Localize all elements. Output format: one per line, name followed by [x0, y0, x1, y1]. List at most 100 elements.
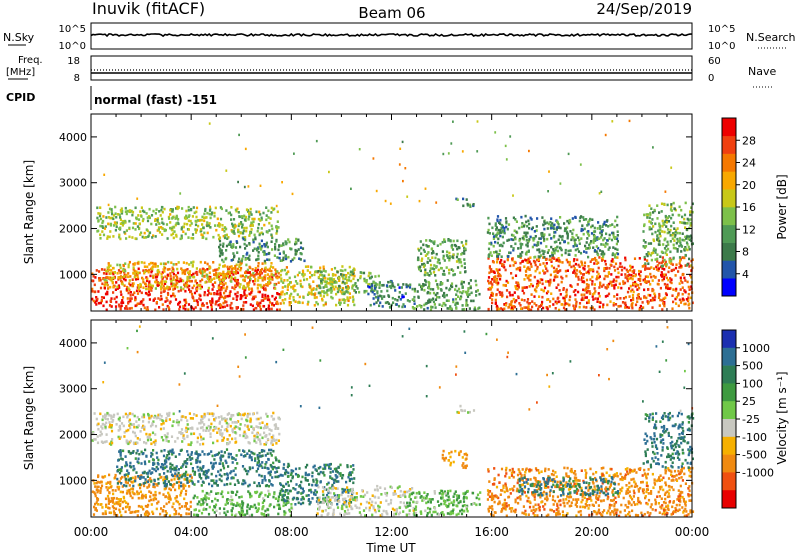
- range-time-cell: [156, 274, 159, 278]
- range-time-cell: [496, 219, 499, 223]
- range-time-cell: [174, 283, 177, 287]
- range-time-cell: [582, 305, 585, 309]
- range-time-cell: [207, 418, 211, 422]
- range-time-cell: [96, 216, 99, 220]
- range-time-cell: [275, 425, 278, 429]
- range-time-cell: [225, 233, 228, 237]
- range-time-cell: [355, 285, 358, 288]
- range-time-cell: [97, 474, 100, 477]
- range-time-cell: [426, 252, 429, 256]
- range-time-cell: [686, 248, 689, 252]
- range-time-cell: [219, 428, 222, 432]
- range-time-cell: [687, 298, 690, 302]
- range-time-cell: [589, 241, 592, 245]
- range-time-cell: [549, 254, 552, 258]
- range-time-cell: [183, 283, 186, 286]
- range-time-cell: [450, 268, 453, 271]
- range-time-cell: [158, 281, 161, 285]
- range-time-cell: [232, 243, 235, 246]
- range-time-cell: [528, 302, 531, 305]
- range-time-cell: [218, 249, 221, 253]
- range-time-cell: [632, 282, 635, 286]
- range-time-cell: [234, 284, 237, 287]
- range-time-cell: [176, 419, 179, 422]
- range-time-cell: [185, 502, 188, 505]
- range-time-cell: [554, 231, 557, 234]
- range-time-cell: [605, 242, 608, 245]
- range-time-cell: [336, 270, 339, 274]
- range-time-cell: [467, 290, 470, 293]
- range-time-cell: [531, 226, 534, 229]
- range-time-cell: [649, 299, 652, 302]
- range-time-cell: [178, 305, 182, 309]
- range-time-cell: [333, 288, 336, 291]
- range-time-cell: [496, 307, 499, 310]
- range-time-cell: [468, 203, 472, 207]
- range-time-cell: [160, 415, 163, 418]
- range-time-cell: [245, 215, 248, 219]
- range-time-cell: [454, 244, 458, 248]
- range-time-cell: [220, 249, 223, 252]
- range-time-cell: [160, 275, 163, 279]
- range-time-cell: [496, 255, 499, 258]
- range-time-cell: [279, 259, 282, 262]
- range-time-cell: [647, 251, 650, 254]
- range-time-cell: [98, 214, 102, 218]
- colorbar-tick-label: 4: [742, 268, 749, 281]
- range-time-cell: [99, 217, 103, 221]
- range-time-cell: [218, 288, 221, 292]
- range-time-cell: [446, 250, 449, 254]
- range-time-cell: [208, 277, 211, 280]
- range-time-cell: [110, 210, 113, 214]
- range-time-cell: [267, 209, 270, 213]
- range-time-cell: [408, 286, 412, 289]
- range-time-cell: [525, 270, 528, 273]
- range-time-cell: [577, 236, 580, 239]
- range-time-cell: [546, 298, 549, 301]
- range-time-cell: [215, 271, 218, 275]
- range-time-cell: [626, 290, 630, 294]
- range-time-cell: [492, 244, 495, 248]
- range-time-cell: [554, 275, 557, 279]
- range-time-cell: [234, 267, 237, 270]
- range-time-cell: [267, 281, 270, 284]
- range-time-cell: [500, 227, 503, 230]
- range-time-cell: [134, 272, 137, 275]
- range-time-cell: [657, 267, 660, 270]
- range-time-cell: [590, 240, 593, 243]
- range-time-cell: [523, 286, 526, 289]
- range-time-cell: [435, 201, 438, 204]
- range-time-cell: [175, 235, 178, 238]
- range-time-cell: [417, 256, 420, 260]
- range-time-cell: [153, 496, 156, 500]
- range-time-cell: [578, 302, 582, 305]
- range-time-cell: [684, 235, 687, 239]
- range-time-cell: [97, 212, 100, 215]
- range-time-cell: [96, 480, 99, 484]
- range-time-cell: [262, 250, 265, 254]
- range-time-cell: [118, 227, 121, 230]
- range-time-cell: [598, 275, 601, 278]
- range-time-cell: [643, 213, 646, 217]
- range-time-cell: [162, 268, 165, 271]
- range-time-cell: [488, 271, 491, 275]
- range-time-cell: [141, 493, 144, 497]
- range-time-cell: [222, 279, 225, 282]
- range-time-cell: [514, 237, 517, 241]
- range-time-cell: [165, 439, 168, 443]
- range-time-cell: [112, 419, 115, 422]
- range-time-cell: [606, 294, 609, 298]
- range-time-cell: [669, 208, 673, 211]
- range-time-cell: [564, 308, 567, 311]
- range-time-cell: [330, 295, 333, 299]
- range-time-cell: [580, 293, 583, 297]
- range-time-cell: [304, 265, 308, 268]
- range-time-cell: [103, 440, 106, 444]
- range-time-cell: [536, 265, 539, 269]
- range-time-cell: [251, 224, 254, 227]
- range-time-cell: [147, 235, 150, 238]
- range-time-cell: [115, 501, 118, 504]
- range-time-cell: [172, 502, 175, 505]
- range-time-cell: [423, 262, 426, 266]
